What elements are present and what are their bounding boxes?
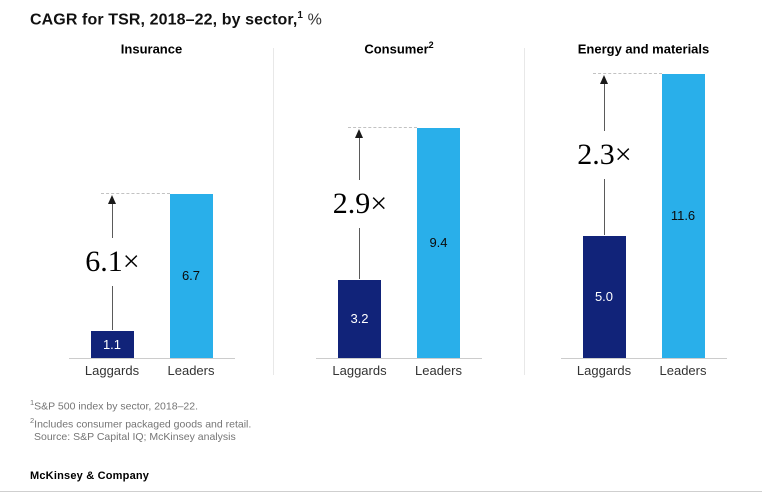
plot-area: 3.2 9.4 2.9× xyxy=(316,58,482,359)
chart-panel-energy-and-materials: Energy and materials 5.0 11.6 2.3× Lagga… xyxy=(525,40,762,379)
category-label-laggards: Laggards xyxy=(332,363,387,378)
bar-value-label: 6.7 xyxy=(181,268,201,284)
multiplier-label: 2.3× xyxy=(571,130,638,179)
bar-leaders: 9.4 xyxy=(417,127,460,358)
category-label-leaders: Leaders xyxy=(167,363,215,378)
bar-value-label: 11.6 xyxy=(670,208,696,224)
arrow-up-icon xyxy=(107,194,116,204)
exhibit-title-text: CAGR for TSR, 2018–22, by sector, xyxy=(30,11,298,29)
footnote-marker: 1 xyxy=(30,398,35,407)
footnote-1: 1S&P 500 index by sector, 2018–22. xyxy=(30,398,199,413)
plot-area: 5.0 11.6 2.3× xyxy=(560,58,727,359)
arrow-up-icon xyxy=(599,74,608,84)
bottom-divider xyxy=(0,491,762,492)
source-note: Source: S&P Capital IQ; McKinsey analysi… xyxy=(34,431,236,443)
plot-area: 1.1 6.7 6.1× xyxy=(68,58,235,359)
panel-title: Insurance xyxy=(120,41,183,57)
exhibit-title-unit: % xyxy=(307,11,322,29)
bar-laggards: 5.0 xyxy=(582,235,626,358)
category-label-laggards: Laggards xyxy=(84,363,140,378)
panel-title-footnote-marker: 2 xyxy=(428,40,434,50)
bar-value-label: 3.2 xyxy=(350,311,369,327)
category-label-leaders: Leaders xyxy=(659,363,707,378)
category-labels: Laggards Leaders xyxy=(316,359,482,379)
panel-divider xyxy=(273,48,274,375)
leader-level-dashed-line xyxy=(592,72,662,74)
category-label-leaders: Leaders xyxy=(415,363,462,378)
bar-value-label: 5.0 xyxy=(594,289,614,305)
category-label-laggards: Laggards xyxy=(576,363,632,378)
panel-title: Consumer2 xyxy=(364,40,434,57)
footnote-marker: 2 xyxy=(30,415,35,425)
panel-title: Energy and materials xyxy=(577,41,710,57)
mckinsey-company-wordmark: McKinsey & Company xyxy=(30,470,150,482)
category-labels: Laggards Leaders xyxy=(69,359,235,379)
bar-laggards: 3.2 xyxy=(338,279,381,358)
category-labels: Laggards Leaders xyxy=(561,359,727,379)
exhibit-title: CAGR for TSR, 2018–22, by sector,1 % xyxy=(30,10,322,29)
exhibit-title-footnote-marker: 1 xyxy=(297,10,304,21)
bar-laggards: 1.1 xyxy=(90,331,134,358)
bar-leaders: 6.7 xyxy=(169,193,213,358)
bar-leaders: 11.6 xyxy=(661,73,705,358)
panel-divider xyxy=(524,48,525,375)
bar-value-label: 1.1 xyxy=(102,337,122,353)
arrow-up-icon xyxy=(355,128,363,138)
bar-value-label: 9.4 xyxy=(429,235,448,251)
chart-panel-insurance: Insurance 1.1 6.7 6.1× Laggards Leaders xyxy=(30,40,273,379)
multiplier-label: 2.9× xyxy=(326,179,394,228)
footnotes: 1S&P 500 index by sector, 2018–22. 2Incl… xyxy=(30,396,251,444)
footnote-2: 2Includes consumer packaged goods and re… xyxy=(30,415,252,431)
multiplier-label: 6.1× xyxy=(79,238,146,287)
chart-panel-consumer: Consumer2 3.2 9.4 2.9× Laggards Leaders xyxy=(274,40,524,379)
leader-level-dashed-line xyxy=(100,192,170,194)
leader-level-dashed-line xyxy=(348,126,417,128)
